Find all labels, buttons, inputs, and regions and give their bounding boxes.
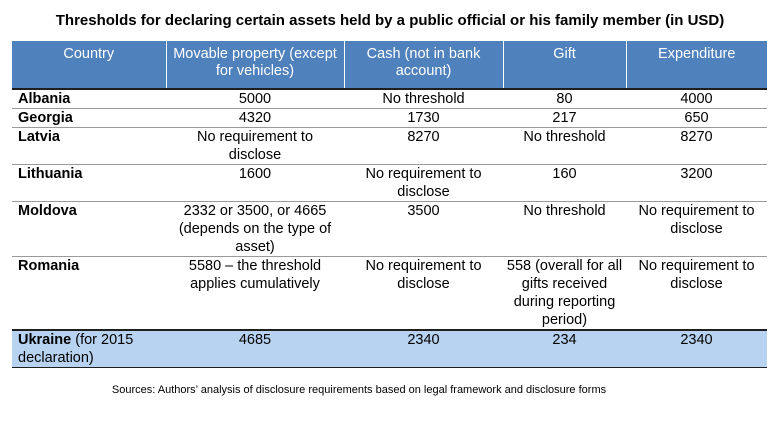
movable-property-cell: 4320 [166, 108, 344, 128]
country-name: Ukraine [18, 332, 72, 348]
table-row: Latvia No requirement to disclose 8270 N… [12, 127, 767, 165]
movable-property-cell: No requirement to disclose [166, 127, 344, 165]
country-cell: Lithuania [12, 164, 166, 202]
table-row: Georgia 4320 1730 217 650 [12, 108, 767, 128]
gift-cell: 558 (overall for all gifts received duri… [503, 256, 626, 331]
movable-property-cell: 5000 [166, 88, 344, 109]
movable-property-cell: 1600 [166, 164, 344, 202]
cash-cell: 1730 [344, 108, 503, 128]
expenditure-cell: 650 [626, 108, 767, 128]
country-cell: Georgia [12, 108, 166, 128]
country-cell: Romania [12, 256, 166, 331]
cash-cell: No threshold [344, 88, 503, 109]
table-row-ukraine: Ukraine (for 2015 declaration) 4685 2340… [12, 329, 767, 368]
country-cell: Moldova [12, 201, 166, 257]
country-cell: Latvia [12, 127, 166, 165]
table-row: Albania 5000 No threshold 80 4000 [12, 88, 767, 109]
expenditure-cell: No requirement to disclose [626, 201, 767, 257]
header-gift: Gift [502, 41, 626, 90]
ukraine-note: (for 2015 declaration) [18, 332, 134, 366]
expenditure-cell: 2340 [626, 329, 767, 368]
expenditure-cell: No requirement to disclose [626, 256, 767, 331]
cash-cell: 2340 [344, 329, 503, 368]
expenditure-cell: 8270 [626, 127, 767, 165]
header-movable-property: Movable property (except for vehicles) [165, 41, 344, 90]
country-cell: Albania [12, 88, 166, 109]
gift-cell: No threshold [503, 201, 626, 257]
movable-property-cell: 2332 or 3500, or 4665 (depends on the ty… [166, 201, 344, 257]
gift-cell: 80 [503, 88, 626, 109]
expenditure-cell: 4000 [626, 88, 767, 109]
gift-cell: 160 [503, 164, 626, 202]
header-row: Country Movable property (except for veh… [12, 41, 767, 90]
cash-cell: 3500 [344, 201, 503, 257]
cash-cell: No requirement to disclose [344, 256, 503, 331]
gift-cell: No threshold [503, 127, 626, 165]
cash-cell: 8270 [344, 127, 503, 165]
source-note: Sources: Authors’ analysis of disclosure… [111, 384, 607, 396]
movable-property-cell: 4685 [166, 329, 344, 368]
table-row: Moldova 2332 or 3500, or 4665 (depends o… [12, 201, 767, 257]
country-cell: Ukraine (for 2015 declaration) [12, 329, 166, 368]
header-country: Country [12, 41, 166, 90]
header-expenditure: Expenditure [625, 41, 767, 90]
gift-cell: 234 [503, 329, 626, 368]
movable-property-cell: 5580 – the threshold applies cumulativel… [166, 256, 344, 331]
thresholds-table: Country Movable property (except for veh… [12, 41, 767, 368]
table-row: Lithuania 1600 No requirement to disclos… [12, 164, 767, 202]
gift-cell: 217 [503, 108, 626, 128]
cash-cell: No requirement to disclose [344, 164, 503, 202]
header-cash: Cash (not in bank account) [343, 41, 503, 90]
table-title: Thresholds for declaring certain assets … [55, 12, 725, 29]
table-row: Romania 5580 – the threshold applies cum… [12, 256, 767, 331]
expenditure-cell: 3200 [626, 164, 767, 202]
